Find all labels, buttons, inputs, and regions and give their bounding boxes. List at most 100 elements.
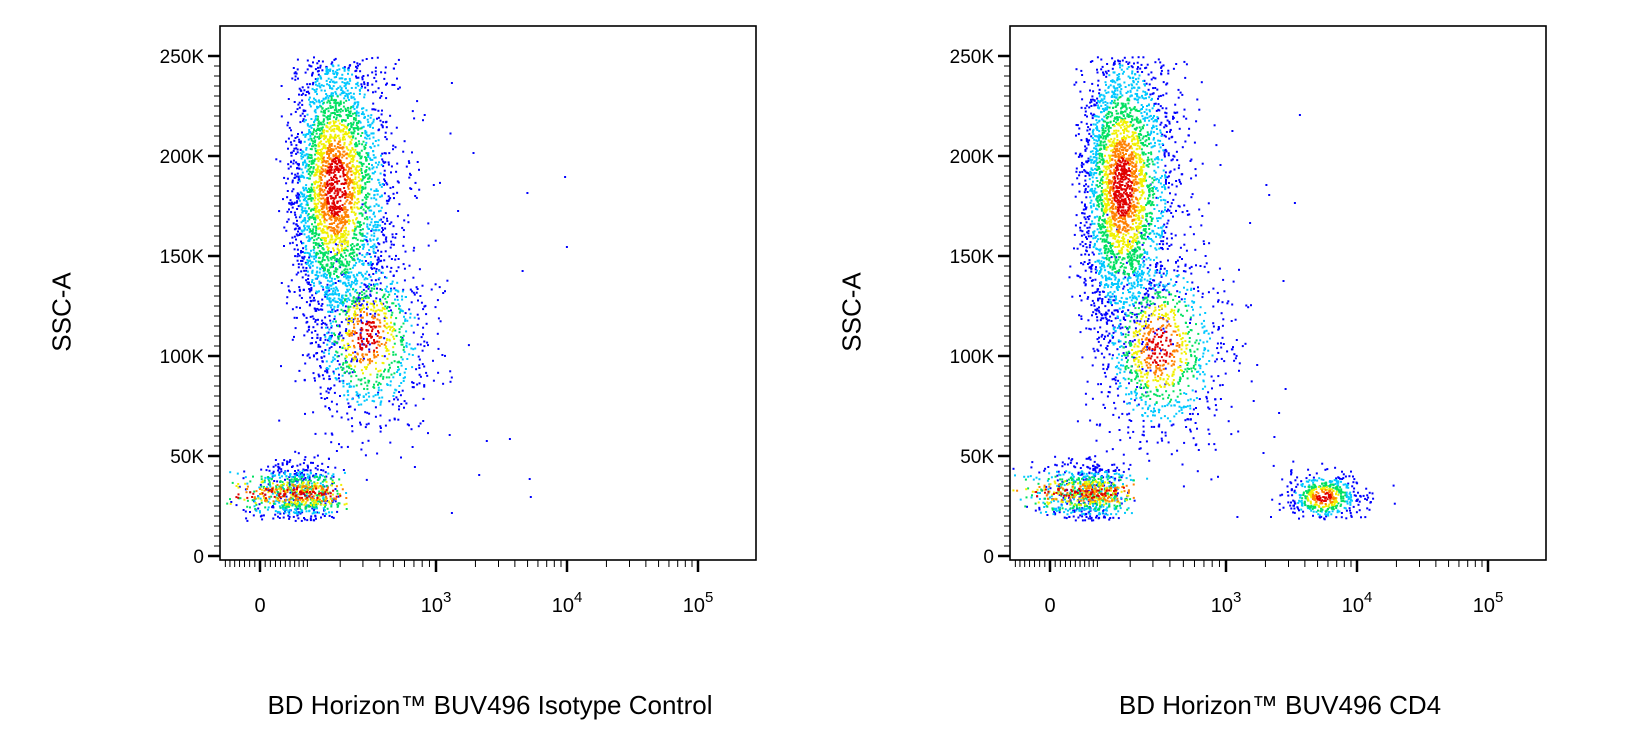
data-point — [352, 128, 355, 131]
data-point — [271, 482, 274, 485]
data-point — [311, 315, 314, 318]
data-point — [441, 354, 444, 356]
data-point — [364, 156, 367, 159]
data-point — [293, 316, 296, 319]
data-point — [285, 495, 288, 498]
data-point — [358, 360, 361, 362]
data-point — [326, 94, 329, 97]
data-point — [352, 301, 355, 304]
data-point — [398, 305, 401, 308]
data-point — [398, 405, 401, 408]
data-point — [309, 230, 312, 233]
data-point — [282, 516, 285, 519]
data-point — [235, 485, 238, 487]
data-point — [343, 66, 346, 69]
data-point — [353, 344, 355, 347]
data-point — [346, 209, 349, 212]
data-point — [291, 475, 294, 478]
data-point — [372, 351, 375, 354]
data-point — [360, 167, 363, 170]
data-point — [285, 508, 288, 511]
data-point — [324, 212, 327, 215]
data-point — [287, 285, 290, 288]
data-point — [337, 304, 340, 307]
data-point — [373, 267, 376, 270]
data-point — [321, 298, 324, 301]
data-point — [326, 326, 329, 329]
data-point — [402, 348, 405, 351]
data-point — [327, 387, 329, 390]
data-point — [449, 132, 452, 135]
data-point — [280, 115, 283, 118]
data-point — [377, 109, 380, 112]
data-point — [340, 240, 343, 243]
data-point — [330, 149, 333, 152]
data-point — [333, 270, 336, 273]
data-point — [369, 125, 372, 128]
data-point — [339, 115, 341, 118]
data-point — [330, 197, 333, 200]
data-point — [366, 181, 369, 183]
data-point — [341, 294, 344, 297]
data-point — [312, 225, 315, 228]
data-point — [326, 245, 329, 248]
data-point — [271, 505, 274, 507]
data-point — [253, 497, 256, 500]
data-point — [315, 150, 318, 153]
data-point — [293, 235, 296, 238]
data-point — [305, 492, 308, 495]
data-point — [310, 288, 313, 291]
data-point — [290, 478, 293, 481]
data-point — [308, 129, 311, 131]
data-point — [367, 379, 370, 382]
data-point — [397, 181, 400, 184]
data-point — [346, 332, 349, 335]
data-point — [289, 488, 291, 491]
data-point — [318, 82, 321, 85]
data-point — [326, 150, 329, 153]
data-point — [298, 483, 301, 486]
data-point — [284, 510, 286, 513]
data-point — [294, 474, 297, 477]
data-point — [350, 173, 353, 176]
data-point — [306, 202, 309, 205]
data-point — [344, 174, 347, 176]
data-point — [302, 490, 305, 493]
data-point — [330, 92, 333, 95]
data-point — [312, 488, 315, 491]
data-point — [402, 334, 405, 337]
data-point — [314, 319, 317, 322]
data-point — [328, 298, 331, 301]
data-point — [313, 89, 316, 91]
data-point — [315, 100, 318, 103]
data-point — [294, 227, 297, 230]
data-point — [306, 170, 308, 173]
data-point — [312, 411, 315, 414]
data-point — [312, 213, 315, 216]
data-point — [303, 176, 306, 179]
data-point — [381, 303, 384, 306]
data-point — [427, 432, 429, 435]
data-point — [349, 267, 352, 270]
data-point — [306, 214, 309, 217]
data-point — [346, 214, 349, 217]
data-point — [296, 500, 299, 503]
data-point — [328, 100, 331, 103]
data-point — [330, 62, 333, 65]
data-point — [370, 321, 373, 324]
data-point — [332, 99, 335, 102]
data-point — [389, 197, 392, 200]
data-point — [365, 366, 368, 369]
data-point — [307, 481, 310, 484]
data-point — [331, 500, 334, 503]
data-point — [357, 338, 360, 341]
data-point — [295, 494, 298, 497]
data-point — [364, 144, 367, 146]
data-point — [364, 272, 367, 275]
data-point — [385, 97, 388, 100]
data-point — [312, 474, 315, 477]
data-point — [365, 141, 368, 144]
data-point — [404, 250, 407, 253]
data-point — [296, 512, 299, 515]
data-point — [318, 282, 321, 285]
